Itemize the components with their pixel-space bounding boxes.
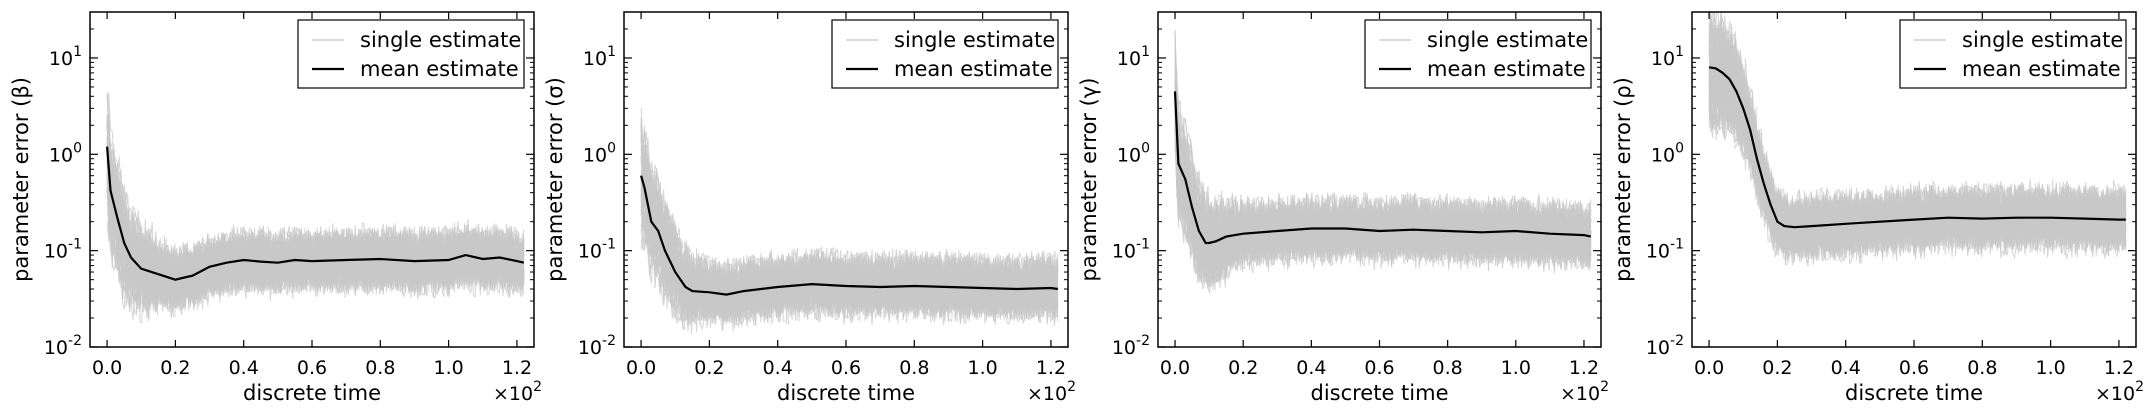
x-tick-label: 0.8 [1433,357,1463,379]
x-tick-label: 1.0 [2036,357,2066,379]
x-tick-label: 0.0 [626,357,656,379]
single-estimate-line [640,135,1059,317]
single-estimate-line [640,177,1059,332]
mean-estimate-line [106,146,525,281]
x-tick-label: 0.0 [1160,357,1190,379]
x-axis-label: discrete time [243,381,381,405]
single-estimate-line [1708,16,2127,254]
x-tick-label: 0.4 [1296,357,1326,379]
x-tick-label: 0.0 [92,357,122,379]
y-tick-label: 100 [1651,140,1684,166]
x-axis-multiplier: ×102 [2095,379,2144,405]
single-estimate-traces [640,107,1059,335]
x-tick-label: 1.2 [1036,357,1066,379]
x-tick-label: 0.4 [229,357,259,379]
x-axis-label: discrete time [1310,381,1448,405]
single-estimate-line [640,157,1059,313]
y-axis-label: parameter error (σ) [543,77,567,282]
single-estimate-line [1708,30,2127,250]
legend: single estimate mean estimate [297,19,525,89]
single-estimate-line [1174,95,1592,263]
single-estimate-line [106,221,525,324]
single-estimate-line [1708,80,2127,260]
x-tick-label: 1.2 [1569,357,1599,379]
x-tick-label: 0.4 [1831,357,1861,379]
legend: single estimate mean estimate [831,19,1059,89]
x-axis-multiplier: ×102 [1560,379,1609,405]
x-tick-label: 0.6 [297,357,327,379]
y-tick-label: 101 [49,44,82,70]
x-tick-label: 1.2 [2104,357,2134,379]
y-tick-label: 101 [1651,44,1684,70]
legend-label: mean estimate [894,57,1053,81]
chart-panel-4: 0.0 0.2 0.4 0.6 0.8 1.0 1.2 10-2 10-1 100 101 discr… [1611,11,2144,405]
legend-label: single estimate [1427,28,1588,52]
x-tick-label: 0.6 [1364,357,1394,379]
y-tick-label: 100 [1117,140,1150,166]
x-axis-multiplier: ×102 [1027,379,1076,405]
chart-panel-3: 0.0 0.2 0.4 0.6 0.8 1.0 1.2 10-2 10-1 100 101 discr… [1077,11,1609,405]
y-tick-label: 100 [49,140,82,166]
x-tick-label: 1.2 [502,357,532,379]
x-tick-label: 0.8 [1967,357,1997,379]
single-estimate-line [640,169,1059,325]
x-axis-label: discrete time [777,381,915,405]
legend-label: mean estimate [1962,57,2121,81]
x-tick-label: 0.6 [831,357,861,379]
chart-panel-1: 0.0 0.2 0.4 0.6 0.8 1.0 1.2 10-2 10-1 100 101 discr… [9,11,542,405]
x-tick-label: 0.2 [1228,357,1258,379]
y-tick-label: 10-2 [44,333,82,359]
legend-label: single estimate [894,28,1055,52]
legend: single estimate mean estimate [1364,19,1592,89]
x-tick-label: 0.8 [365,357,395,379]
legend-box [1364,19,1592,89]
legend-label: mean estimate [1427,57,1586,81]
x-tick-label: 0.2 [694,357,724,379]
mean-estimate-line [1173,91,1592,245]
y-tick-label: 10-2 [1112,333,1150,359]
x-axis-label: discrete time [1845,381,1983,405]
single-estimate-line [1174,68,1592,260]
y-tick-label: 101 [1117,44,1150,70]
y-tick-label: 10-1 [578,237,616,263]
legend-label: single estimate [360,28,521,52]
legend-box [297,19,525,89]
single-estimate-line [106,173,525,306]
y-tick-label: 100 [583,140,616,166]
legend-label: single estimate [1962,28,2123,52]
x-tick-label: 0.6 [1899,357,1929,379]
y-axis-label: parameter error (γ) [1077,78,1101,282]
single-estimate-traces [1708,12,2127,267]
x-tick-label: 1.0 [434,357,464,379]
legend-box [1899,19,2127,89]
y-tick-label: 101 [583,44,616,70]
x-axis-multiplier: ×102 [493,379,542,405]
x-tick-label: 1.0 [1501,357,1531,379]
single-estimate-line [106,171,525,312]
legend: single estimate mean estimate [1899,19,2127,89]
legend-box [831,19,1059,89]
y-tick-label: 10-1 [44,237,82,263]
mean-estimate-line [640,175,1058,296]
y-axis-label: parameter error (ρ) [1611,77,1635,282]
y-tick-label: 10-2 [578,333,616,359]
chart-panel-2: 0.0 0.2 0.4 0.6 0.8 1.0 1.2 10-2 10-1 100 101 discr… [543,11,1076,405]
single-estimate-line [1174,120,1592,282]
x-tick-label: 1.0 [968,357,998,379]
x-tick-label: 0.0 [1694,357,1724,379]
legend-label: mean estimate [360,57,519,81]
x-tick-label: 0.4 [763,357,793,379]
x-tick-label: 0.8 [899,357,929,379]
y-tick-label: 10-1 [1646,237,1684,263]
x-tick-label: 0.2 [160,357,190,379]
single-estimate-traces [106,91,525,324]
single-estimate-line [106,93,525,291]
x-tick-label: 0.2 [1762,357,1792,379]
mean-estimate-line [1708,66,2126,229]
y-tick-label: 10-2 [1646,333,1684,359]
y-tick-label: 10-1 [1112,237,1150,263]
single-estimate-traces [1174,29,1592,294]
y-axis-label: parameter error (β) [9,77,33,282]
